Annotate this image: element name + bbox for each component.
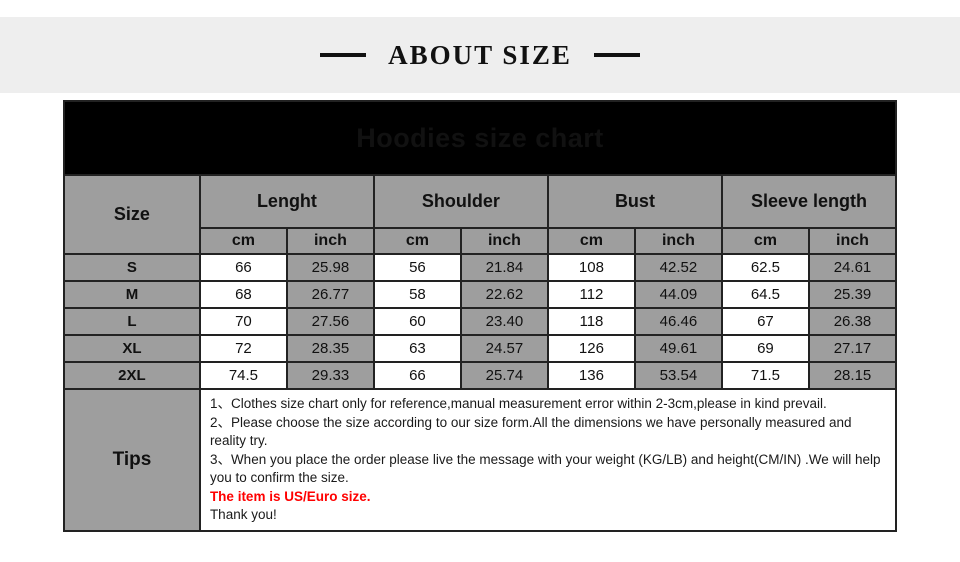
tip-line-2: 2、Please choose the size according to ou… <box>209 414 852 449</box>
tips-label: Tips <box>62 388 201 532</box>
tips-row: Tips 1、Clothes size chart only for refer… <box>62 388 898 532</box>
value-cell: 24.57 <box>459 334 549 363</box>
about-size-band: ABOUT SIZE <box>0 17 960 93</box>
title-dash-right <box>593 53 640 57</box>
value-cell: 27.17 <box>807 334 898 363</box>
value-cell: 24.61 <box>807 253 898 282</box>
unit-header-cm: cm <box>720 227 810 255</box>
table-row-l: L 70 27.56 60 23.40 118 46.46 67 26.38 <box>62 307 898 336</box>
value-cell: 63 <box>372 334 462 363</box>
value-cell: 25.98 <box>285 253 375 282</box>
value-cell: 42.52 <box>633 253 723 282</box>
tip-thank-you: Thank you! <box>209 507 277 522</box>
column-header-bust: Bust <box>546 174 723 229</box>
value-cell: 118 <box>546 307 636 336</box>
value-cell: 67 <box>720 307 810 336</box>
unit-header-cm: cm <box>546 227 636 255</box>
tip-line-1: 1、Clothes size chart only for reference,… <box>209 396 827 411</box>
unit-header-inch: inch <box>285 227 375 255</box>
value-cell: 29.33 <box>285 361 375 390</box>
unit-header-inch: inch <box>807 227 898 255</box>
page: ABOUT SIZE Hoodies size chart Size Lengh… <box>0 17 960 532</box>
value-cell: 72 <box>198 334 288 363</box>
value-cell: 71.5 <box>720 361 810 390</box>
size-label: 2XL <box>62 361 201 390</box>
value-cell: 108 <box>546 253 636 282</box>
value-cell: 68 <box>198 280 288 309</box>
title-dash-left <box>320 53 367 57</box>
value-cell: 23.40 <box>459 307 549 336</box>
table-row-xl: XL 72 28.35 63 24.57 126 49.61 69 27.17 <box>62 334 898 363</box>
unit-header-row: cm inch cm inch cm inch cm inch <box>64 227 898 255</box>
value-cell: 26.38 <box>807 307 898 336</box>
value-cell: 25.39 <box>807 280 898 309</box>
value-cell: 66 <box>198 253 288 282</box>
value-cell: 126 <box>546 334 636 363</box>
group-header-row: Size Lenght Shoulder Bust Sleeve length <box>62 174 898 255</box>
table-row-s: S 66 25.98 56 21.84 108 42.52 62.5 24.61 <box>62 253 898 282</box>
banner-row: Hoodies size chart <box>62 100 898 176</box>
size-label: M <box>62 280 201 309</box>
column-header-shoulder: Shoulder <box>372 174 549 229</box>
value-cell: 112 <box>546 280 636 309</box>
value-cell: 58 <box>372 280 462 309</box>
size-label: L <box>62 307 201 336</box>
value-cell: 25.74 <box>459 361 549 390</box>
size-label: XL <box>62 334 201 363</box>
value-cell: 28.35 <box>285 334 375 363</box>
size-chart-table: Hoodies size chart Size Lenght Shoulder … <box>62 100 898 532</box>
value-cell: 21.84 <box>459 253 549 282</box>
unit-header-inch: inch <box>459 227 549 255</box>
value-cell: 62.5 <box>720 253 810 282</box>
value-cell: 28.15 <box>807 361 898 390</box>
value-cell: 46.46 <box>633 307 723 336</box>
column-header-sleeve-length: Sleeve length <box>720 174 898 229</box>
value-cell: 22.62 <box>459 280 549 309</box>
table-row-m: M 68 26.77 58 22.62 112 44.09 64.5 25.39 <box>62 280 898 309</box>
value-cell: 53.54 <box>633 361 723 390</box>
size-label: S <box>62 253 201 282</box>
tip-highlight-us-euro-size: The item is US/Euro size. <box>209 488 371 504</box>
page-title: ABOUT SIZE <box>388 39 572 70</box>
value-cell: 60 <box>372 307 462 336</box>
value-cell: 27.56 <box>285 307 375 336</box>
value-cell: 26.77 <box>285 280 375 309</box>
value-cell: 44.09 <box>633 280 723 309</box>
column-header-size: Size <box>62 174 201 255</box>
value-cell: 70 <box>198 307 288 336</box>
unit-header-cm: cm <box>372 227 462 255</box>
value-cell: 74.5 <box>198 361 288 390</box>
column-header-length: Lenght <box>198 174 375 229</box>
tips-content: 1、Clothes size chart only for reference,… <box>198 388 898 532</box>
unit-header-cm: cm <box>198 227 288 255</box>
table-title: Hoodies size chart <box>62 100 898 176</box>
tip-line-3: 3、When you place the order please live t… <box>209 451 881 486</box>
value-cell: 66 <box>372 361 462 390</box>
value-cell: 64.5 <box>720 280 810 309</box>
value-cell: 56 <box>372 253 462 282</box>
table-row-2xl: 2XL 74.5 29.33 66 25.74 136 53.54 71.5 2… <box>62 361 898 390</box>
unit-header-inch: inch <box>633 227 723 255</box>
value-cell: 69 <box>720 334 810 363</box>
value-cell: 49.61 <box>633 334 723 363</box>
value-cell: 136 <box>546 361 636 390</box>
